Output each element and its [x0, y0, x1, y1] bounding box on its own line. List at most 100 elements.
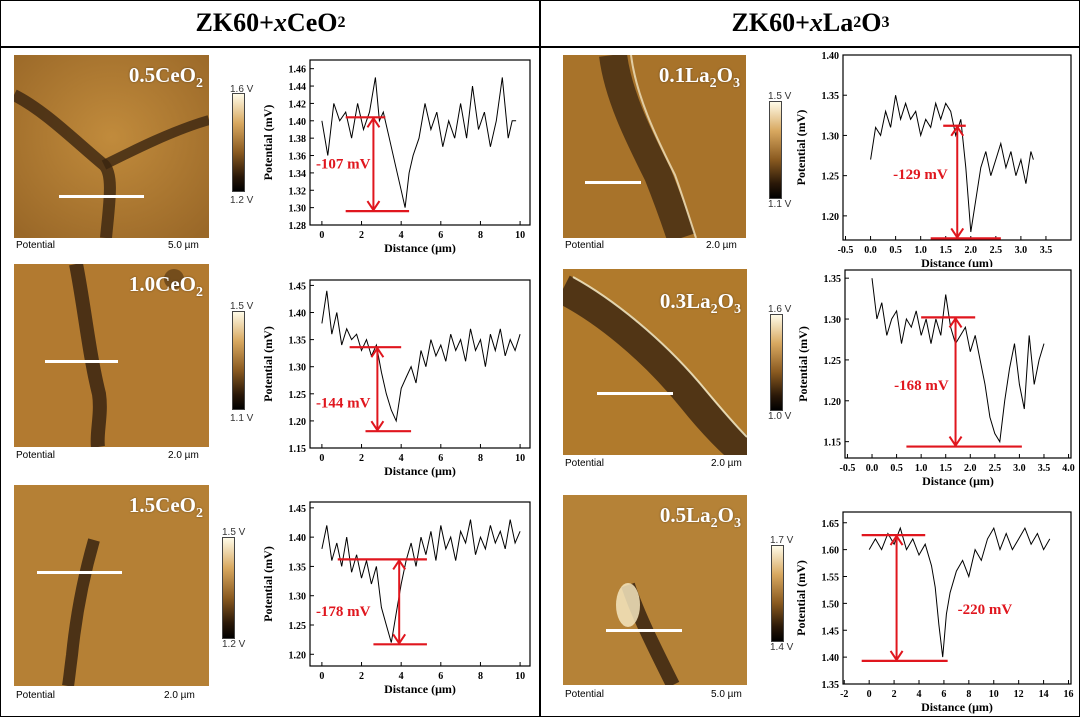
y-tick-label: 1.40 [822, 51, 840, 62]
scale-label: 2.0 µm [711, 458, 742, 469]
x-tick-label: 10 [515, 453, 525, 464]
y-axis-label: Potential (mV) [796, 326, 810, 402]
potential-line [321, 290, 521, 423]
panel-label: 1.0CeO2 [128, 272, 203, 301]
arrow-head-down [370, 420, 385, 433]
colorbar [232, 93, 245, 192]
y-tick-label: 1.28 [289, 221, 307, 232]
x-tick-label: 3.5 [1040, 245, 1053, 256]
afm-image-0.5la2o3: 0.5La2O3 [563, 495, 747, 685]
potential-chart-0.3la2o3: 1.15 1.20 1.25 1.30 1.35 -0.5 0.0 0.5 1.0 1.5 2.0 2… [796, 269, 1075, 488]
afm-image-0.1la2o3: 0.1La2O3 [563, 55, 746, 238]
y-tick-label: 1.20 [289, 417, 307, 428]
scale-label: 5.0 µm [711, 689, 742, 700]
image-caption: Potential [16, 450, 55, 461]
y-tick-label: 1.40 [289, 117, 307, 128]
x-axis-label: Distance (μm) [921, 700, 993, 714]
x-tick-label: 16 [1064, 689, 1074, 700]
scan-line [37, 571, 122, 574]
panel-label: 0.1La2O3 [658, 63, 740, 92]
x-tick-label: 10 [515, 671, 525, 682]
scan-line [585, 181, 641, 184]
colorbar-max: 1.6 V [768, 304, 792, 315]
y-tick-label: 1.30 [289, 363, 307, 374]
potential-line [868, 526, 1051, 658]
panel-label: 0.5CeO2 [128, 63, 203, 92]
y-tick-label: 1.30 [289, 592, 307, 603]
y-tick-label: 1.65 [822, 519, 840, 530]
x-tick-label: 4.0 [1062, 463, 1075, 474]
scale-label: 2.0 µm [706, 240, 737, 251]
potential-chart-1.0ceo2: 1.15 1.20 1.25 1.30 1.35 1.40 1.45 0 2 4 6 8 10 Dista… [261, 279, 531, 478]
scale-label: 2.0 µm [164, 690, 195, 701]
header-left: ZK60+ x CeO 2 [195, 8, 346, 37]
x-tick-label: 6 [941, 689, 946, 700]
y-tick-label: 1.35 [289, 562, 307, 573]
image-caption: Potential [565, 240, 604, 251]
x-tick-label: 12 [1014, 689, 1024, 700]
image-caption: Potential [16, 690, 55, 701]
potential-drop-label: -129 mV [893, 167, 948, 183]
x-tick-label: 2.5 [990, 245, 1003, 256]
x-tick-label: 8 [478, 671, 483, 682]
x-axis-label: Distance (μm) [922, 474, 994, 488]
y-tick-label: 1.20 [289, 650, 307, 661]
x-tick-label: 0 [319, 671, 324, 682]
y-tick-label: 1.40 [822, 653, 840, 664]
y-axis-label: Potential (mV) [794, 110, 808, 186]
arrow-head-down [889, 650, 904, 662]
potential-drop-label: -220 mV [958, 602, 1013, 618]
y-tick-label: 1.55 [822, 573, 840, 584]
x-tick-label: 0 [319, 230, 324, 241]
potential-chart-1.5ceo2: 1.20 1.25 1.30 1.35 1.40 1.45 0 2 4 6 8 10 Distance … [261, 501, 531, 696]
y-tick-label: 1.45 [289, 281, 307, 292]
scan-line [59, 195, 144, 198]
y-tick-label: 1.40 [289, 309, 307, 320]
scan-line [45, 360, 118, 363]
potential-chart-0.5la2o3: 1.35 1.40 1.45 1.50 1.55 1.60 1.65 -2 0 2 4 6 8 10 12 1… [794, 511, 1074, 714]
y-tick-label: 1.45 [289, 504, 307, 515]
y-tick-label: 1.42 [289, 99, 307, 110]
x-tick-label: 1.0 [915, 463, 928, 474]
colorbar-max: 1.5 V [768, 91, 792, 102]
y-tick-label: 1.34 [289, 169, 307, 180]
y-tick-label: 1.45 [822, 626, 840, 637]
y-tick-label: 1.32 [289, 186, 307, 197]
x-tick-label: 10 [989, 689, 999, 700]
colorbar [769, 101, 782, 199]
x-tick-label: 0.5 [889, 245, 902, 256]
colorbar-min: 1.2 V [222, 639, 246, 650]
x-axis-label: Distance (μm) [384, 241, 456, 255]
panel-label: 0.3La2O3 [659, 289, 741, 318]
x-tick-label: 8 [478, 230, 483, 241]
y-tick-label: 1.30 [289, 204, 307, 215]
y-tick-label: 1.15 [824, 438, 842, 449]
colorbar-min: 1.4 V [770, 642, 794, 653]
colorbar [770, 314, 783, 411]
colorbar-max: 1.5 V [222, 527, 246, 538]
arrow-head-down [948, 436, 963, 448]
potential-drop-label: -144 mV [316, 395, 371, 411]
y-tick-label: 1.36 [289, 152, 307, 163]
y-axis-label: Potential (mV) [794, 560, 808, 636]
x-tick-label: 3.0 [1013, 463, 1026, 474]
y-axis-label: Potential (mV) [261, 546, 275, 622]
colorbar [771, 545, 784, 642]
y-tick-label: 1.46 [289, 65, 307, 76]
arrow-head-down [366, 200, 381, 212]
x-tick-label: -0.5 [840, 463, 856, 474]
colorbar-min: 1.1 V [768, 199, 792, 210]
x-tick-label: 1.5 [939, 463, 952, 474]
y-tick-label: 1.30 [824, 315, 842, 326]
colorbar-max: 1.6 V [230, 84, 254, 95]
potential-line [871, 278, 1045, 444]
image-caption: Potential [565, 689, 604, 700]
x-axis-label: Distance (μm) [384, 464, 456, 478]
potential-drop-label: -168 mV [894, 378, 949, 394]
y-tick-label: 1.60 [822, 546, 840, 557]
x-tick-label: -0.5 [838, 245, 854, 256]
y-tick-label: 1.50 [822, 599, 840, 610]
x-tick-label: 14 [1039, 689, 1049, 700]
image-caption: Potential [565, 458, 604, 469]
